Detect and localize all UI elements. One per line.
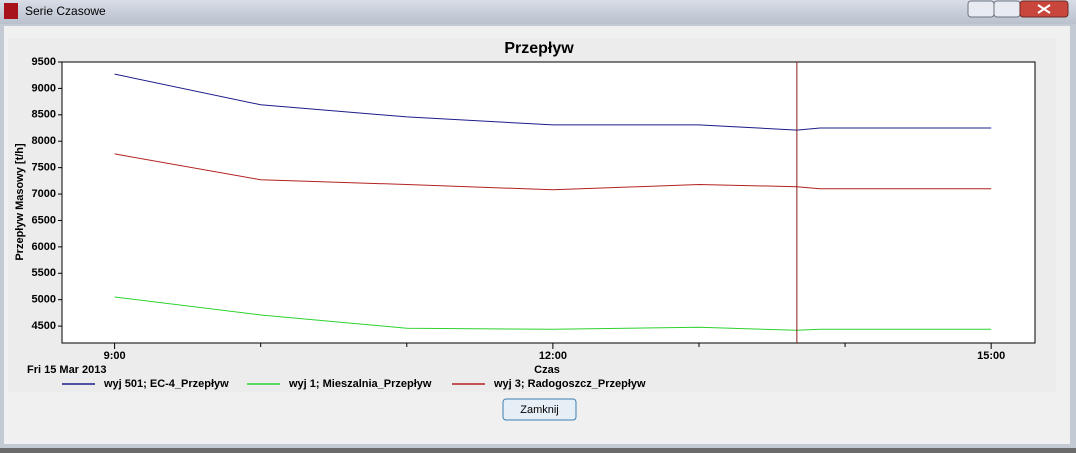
series-line: [114, 73, 992, 131]
series-line: [114, 296, 992, 331]
minimize-button[interactable]: [967, 0, 995, 18]
series-line: [114, 153, 992, 191]
y-tick-label: 9500: [32, 56, 56, 68]
close-icon: [1037, 4, 1051, 14]
button-label: Zamknij: [520, 404, 559, 416]
legend-label: wyj 1; Mieszalnia_Przepływ: [288, 378, 432, 390]
y-tick-label: 5000: [32, 294, 56, 306]
legend-label: wyj 3; Radogoszcz_Przepływ: [493, 378, 646, 390]
chart-title: Przepływ: [504, 40, 574, 57]
y-tick-label: 6000: [32, 241, 56, 253]
plot-area: [61, 61, 1036, 344]
y-tick-label: 9000: [32, 82, 56, 94]
y-tick-label: 8500: [32, 109, 56, 121]
title-bar: [0, 0, 1076, 24]
x-tick-label: 9:00: [104, 350, 126, 362]
y-tick-label: 6500: [32, 214, 56, 226]
y-tick-label: 8000: [32, 135, 56, 147]
date-label: Fri 15 Mar 2013: [27, 364, 107, 376]
y-axis-label: Przepływ Masowy [t/h]: [14, 143, 26, 261]
x-axis-label: Czas: [534, 364, 560, 376]
window-title: Serie Czasowe: [25, 4, 106, 18]
legend-label: wyj 501; EC-4_Przepływ: [103, 378, 229, 390]
y-tick-label: 4500: [32, 320, 56, 332]
close-dialog-button[interactable]: [502, 398, 577, 421]
y-tick-label: 7000: [32, 188, 56, 200]
app-icon: [4, 3, 18, 19]
y-tick-label: 5500: [32, 267, 56, 279]
y-tick-label: 7500: [32, 162, 56, 174]
x-tick-label: 12:00: [539, 350, 567, 362]
x-tick-label: 15:00: [977, 350, 1005, 362]
maximize-button[interactable]: [993, 0, 1021, 18]
